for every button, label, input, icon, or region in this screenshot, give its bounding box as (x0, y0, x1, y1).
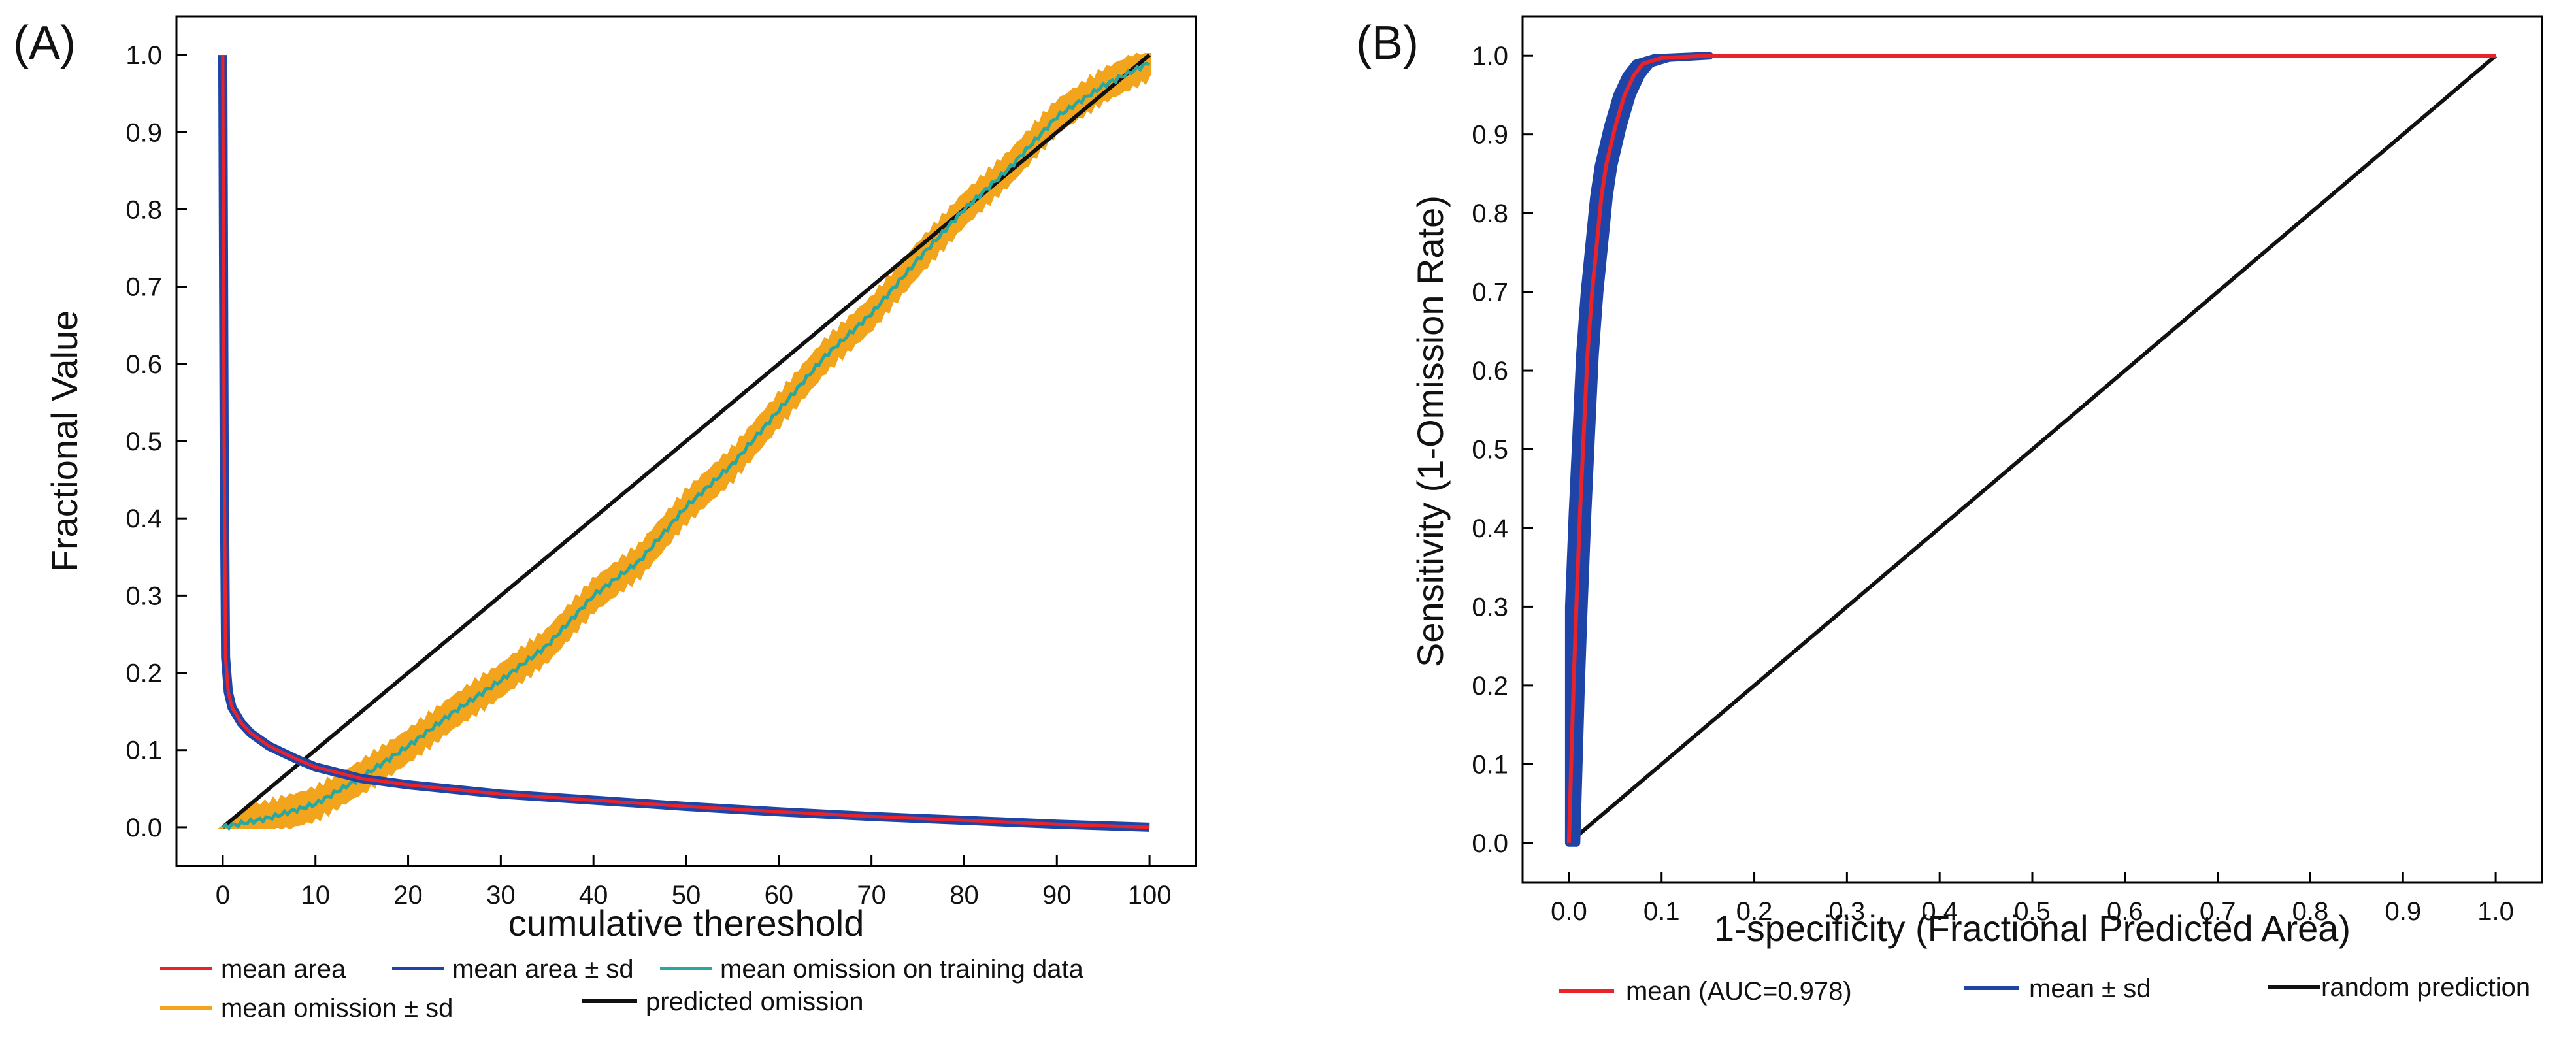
chart-a-x-tick-label: 90 (1042, 881, 1072, 910)
chart-a-x-tick-label: 80 (949, 881, 979, 910)
chart-a-x-tick-label: 100 (1128, 881, 1172, 910)
legend-a-predicted: predicted omission (646, 987, 864, 1016)
chart-a-x-tick-label: 20 (393, 881, 423, 910)
chart-a-x-ticks: 0 10 20 30 40 50 60 70 80 90 100 (216, 855, 1172, 910)
legend-a-mean-area: mean area (221, 955, 346, 984)
chart-b-y-tick-label: 0.5 (1472, 436, 1508, 465)
chart-a-y-tick-label: 0.0 (125, 814, 162, 842)
chart-a-x-tick-label: 30 (486, 881, 516, 910)
chart-b-x-tick-label: 0.2 (1736, 897, 1773, 926)
chart-b-x-tick-label: 0.5 (2014, 897, 2051, 926)
chart-b-y-tick-label: 0.9 (1472, 121, 1508, 150)
mean-area-line (221, 55, 1150, 829)
mean-roc-line (1566, 54, 2496, 843)
chart-b-x-tick-label: 0.4 (1921, 897, 1958, 926)
chart-a-x-axis-label: cumulative thereshold (508, 902, 865, 944)
legend-b-mean: mean (AUC=0.978) (1626, 977, 1852, 1006)
chart-a-y-axis-label: Fractional Value (44, 310, 85, 572)
chart-a-y-tick-label: 0.8 (125, 195, 162, 224)
legend-a-mean-area-sd: mean area ± sd (452, 955, 634, 984)
chart-a-y-tick-label: 0.6 (125, 350, 162, 379)
chart-b-x-tick-label: 0.7 (2200, 897, 2236, 926)
chart-a-x-tick-label: 50 (672, 881, 701, 910)
chart-a-x-tick-label: 60 (765, 881, 794, 910)
chart-a-y-tick-label: 0.5 (125, 427, 162, 456)
chart-b-y-tick-label: 0.2 (1472, 672, 1508, 701)
chart-b-x-tick-label: 0.0 (1551, 897, 1587, 926)
chart-b-x-axis-label: 1-specificity (Fractional Predicted Area… (1714, 908, 2351, 949)
chart-b-x-tick-label: 0.1 (1643, 897, 1680, 926)
chart-b-y-tick-label: 0.0 (1472, 829, 1508, 858)
chart-b-y-tick-label: 0.1 (1472, 750, 1508, 779)
mean-omission-line (222, 61, 1151, 831)
chart-b-plot-area (1564, 52, 2498, 847)
chart-a-y-tick-label: 0.4 (125, 504, 162, 533)
mean-sd-band (1564, 52, 1713, 847)
chart-a-y-tick-label: 0.2 (125, 659, 162, 688)
chart-b: (B) 0.0 0.1 0.2 0.3 0.4 0.5 0.6 0.7 0.8 0.9 1.0 0.… (1356, 15, 2543, 1006)
chart-a-x-tick-label: 40 (579, 881, 608, 910)
random-prediction-line (1567, 54, 2498, 845)
chart-a-x-tick-label: 70 (857, 881, 886, 910)
panel-a-label: (A) (13, 17, 76, 69)
chart-b-y-tick-label: 0.7 (1472, 278, 1508, 307)
chart-a-y-tick-label: 0.7 (125, 273, 162, 302)
chart-a-x-tick-label: 10 (301, 881, 330, 910)
chart-b-x-tick-label: 0.6 (2107, 897, 2143, 926)
chart-a-y-tick-label: 0.3 (125, 582, 162, 610)
chart-a: (A) 0.0 0.1 0.2 0.3 0.4 0.5 0.6 0.7 0.8 0.9 1.0 0 1… (13, 15, 1197, 1023)
chart-a-y-tick-label: 0.9 (125, 118, 162, 147)
chart-b-y-tick-label: 0.6 (1472, 357, 1508, 386)
chart-b-x-tick-label: 0.8 (2292, 897, 2329, 926)
chart-b-y-tick-label: 0.3 (1472, 593, 1508, 621)
predicted-omission-line (221, 53, 1151, 829)
legend-a-omission-sd: mean omission ± sd (221, 994, 453, 1023)
chart-b-x-tick-label: 0.9 (2385, 897, 2421, 926)
chart-b-x-ticks: 0.0 0.1 0.2 0.3 0.4 0.5 0.6 0.7 0.8 0.9 1.0 (1551, 872, 2514, 926)
chart-a-x-tick-label: 0 (216, 881, 230, 910)
chart-a-y-tick-label: 0.1 (125, 736, 162, 765)
chart-b-y-tick-label: 0.8 (1472, 199, 1508, 228)
chart-a-plot-area (217, 52, 1152, 832)
chart-a-y-tick-label: 1.0 (125, 41, 162, 70)
chart-b-x-tick-label: 1.0 (2477, 897, 2514, 926)
chart-a-legend: mean area mean area ± sd mean omission o… (160, 955, 1084, 1023)
chart-b-legend: mean (AUC=0.978) mean ± sd random predic… (1559, 973, 2530, 1006)
chart-b-y-axis-label: Sensitivity (1-Omission Rate) (1410, 195, 1451, 667)
panel-b-label: (B) (1356, 17, 1419, 69)
chart-a-y-ticks: 0.0 0.1 0.2 0.3 0.4 0.5 0.6 0.7 0.8 0.9 1.0 (125, 41, 187, 842)
chart-b-y-ticks: 0.0 0.1 0.2 0.3 0.4 0.5 0.6 0.7 0.8 0.9 1.0 (1472, 42, 1533, 858)
chart-b-y-tick-label: 0.4 (1472, 514, 1508, 543)
legend-b-random: random prediction (2321, 973, 2530, 1002)
chart-b-x-tick-label: 0.3 (1829, 897, 1866, 926)
legend-a-mean-omission: mean omission on training data (720, 955, 1084, 984)
chart-b-y-tick-label: 1.0 (1472, 42, 1508, 71)
legend-b-sd: mean ± sd (2029, 974, 2151, 1003)
